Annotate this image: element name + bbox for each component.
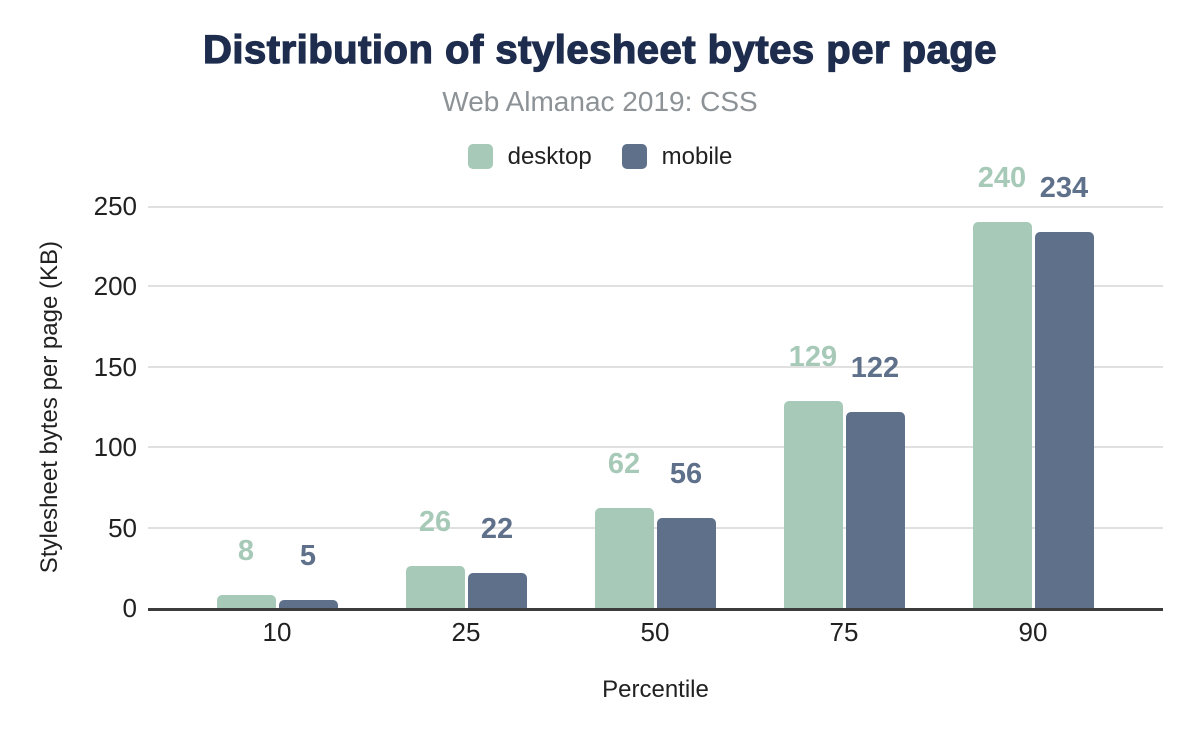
gridline-250 <box>148 206 1163 208</box>
bar-label-mobile-p10: 5 <box>299 540 317 572</box>
bar-label-mobile-p75: 122 <box>850 352 900 384</box>
bar-desktop-p75[interactable] <box>783 401 843 608</box>
bar-label-desktop-p75: 129 <box>788 341 838 373</box>
gridline-200 <box>148 285 1163 287</box>
bar-label-mobile-p90: 234 <box>1039 172 1089 204</box>
bar-mobile-p25[interactable] <box>467 573 527 608</box>
bar-label-desktop-p50: 62 <box>607 448 641 480</box>
bar-mobile-p50[interactable] <box>656 518 716 608</box>
gridline-50 <box>148 527 1163 529</box>
bar-label-mobile-p50: 56 <box>669 458 703 490</box>
bar-label-desktop-p90: 240 <box>977 162 1027 194</box>
gridline-100 <box>148 446 1163 448</box>
bar-desktop-p25[interactable] <box>405 566 465 608</box>
y-axis-title: Stylesheet bytes per page (KB) <box>36 206 64 608</box>
chart-subtitle: Web Almanac 2019: CSS <box>442 86 758 117</box>
x-axis-title: Percentile <box>602 676 709 703</box>
y-tick-label-200: 200 <box>93 271 137 301</box>
x-tick-label-25: 25 <box>451 617 481 647</box>
bar-mobile-p75[interactable] <box>845 412 905 608</box>
y-tick-label-50: 50 <box>108 513 137 543</box>
bar-desktop-p50[interactable] <box>594 508 654 608</box>
bar-label-mobile-p25: 22 <box>480 513 514 545</box>
x-tick-label-50: 50 <box>640 617 670 647</box>
bar-desktop-p10[interactable] <box>216 595 276 608</box>
x-tick-label-75: 75 <box>829 617 859 647</box>
legend-label-mobile: mobile <box>661 143 733 170</box>
bar-desktop-p90[interactable] <box>972 222 1032 608</box>
legend-item-mobile[interactable]: mobile <box>621 143 733 170</box>
y-tick-label-250: 250 <box>93 191 137 221</box>
legend-swatch-mobile <box>621 144 647 169</box>
chart-title: Distribution of stylesheet bytes per pag… <box>202 27 997 72</box>
bar-label-desktop-p10: 8 <box>237 535 255 567</box>
legend-item-desktop[interactable]: desktop <box>467 143 592 170</box>
legend-label-desktop: desktop <box>507 143 592 170</box>
bar-mobile-p10[interactable] <box>278 600 338 608</box>
gridline-150 <box>148 366 1163 368</box>
x-tick-label-10: 10 <box>262 617 292 647</box>
y-tick-label-150: 150 <box>93 352 137 382</box>
legend-swatch-desktop <box>467 144 493 169</box>
y-tick-label-0: 0 <box>122 593 137 623</box>
bar-mobile-p90[interactable] <box>1034 232 1094 608</box>
x-tick-label-90: 90 <box>1018 617 1048 647</box>
legend: desktop mobile <box>0 144 1200 169</box>
bar-label-desktop-p25: 26 <box>418 506 452 538</box>
y-tick-label-100: 100 <box>93 432 137 462</box>
plot-area: 8 26 62 129 240 5 22 56 122 234 10 25 50 75 90 <box>148 164 1163 647</box>
